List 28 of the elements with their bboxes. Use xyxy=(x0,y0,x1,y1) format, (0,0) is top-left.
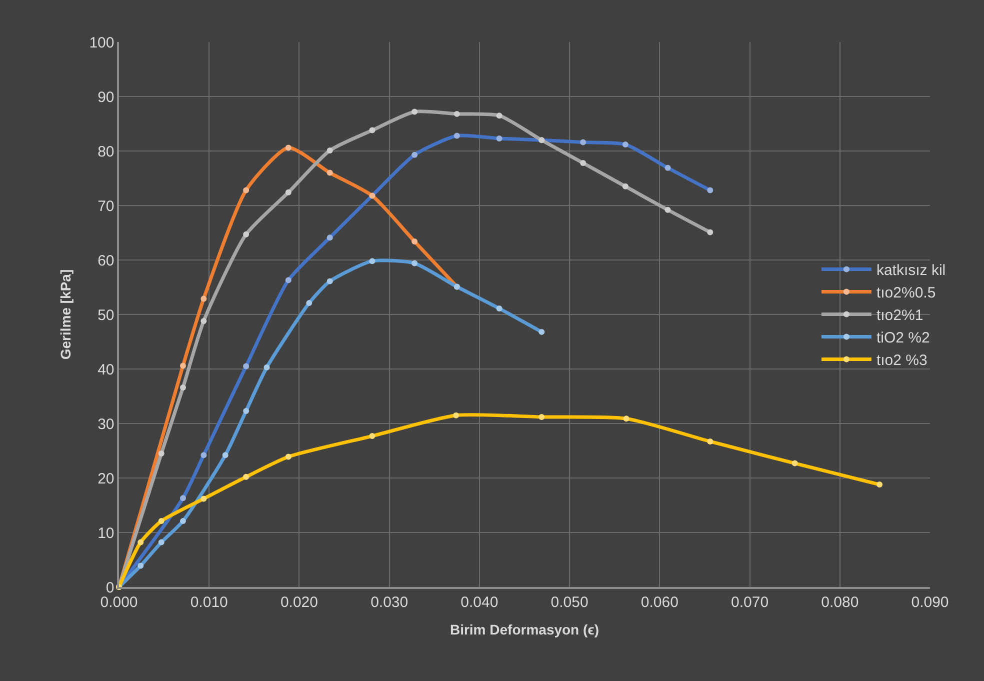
y-tick-label: 0 xyxy=(106,579,114,596)
legend-label: tıo2%1 xyxy=(876,307,924,324)
legend-label: katkısız kil xyxy=(876,262,946,280)
x-tick-label: 0.020 xyxy=(280,594,318,611)
y-tick-label: 40 xyxy=(98,361,114,378)
legend-label: tiO2 %2 xyxy=(876,330,930,347)
x-tick-label: 0.090 xyxy=(911,594,949,611)
x-tick-label: 0.070 xyxy=(731,594,769,611)
y-tick-label: 10 xyxy=(98,524,114,542)
y-tick-label: 20 xyxy=(98,470,114,488)
x-tick-label: 0.050 xyxy=(550,594,588,611)
x-tick-label: 0.060 xyxy=(640,594,678,611)
x-tick-label: 0.040 xyxy=(460,594,498,611)
x-tick-label: 0.010 xyxy=(190,594,228,611)
y-axis-title: Gerilme [kPa] xyxy=(57,269,74,360)
legend-label: tıo2 %3 xyxy=(876,352,928,370)
y-tick-label: 70 xyxy=(98,198,114,215)
legend-label: tıo2%0.5 xyxy=(876,284,936,302)
y-tick-label: 30 xyxy=(98,416,114,433)
y-tick-label: 60 xyxy=(98,252,114,270)
y-tick-label: 80 xyxy=(98,143,114,160)
x-axis-title: Birim Deformasyon (ϵ) xyxy=(450,622,600,638)
x-tick-label: 0.030 xyxy=(370,594,408,611)
x-tick-label: 0.000 xyxy=(100,594,138,611)
y-tick-label: 100 xyxy=(89,34,114,52)
x-tick-label: 0.080 xyxy=(821,594,859,611)
y-tick-label: 50 xyxy=(98,306,114,324)
y-tick-label: 90 xyxy=(98,88,114,106)
